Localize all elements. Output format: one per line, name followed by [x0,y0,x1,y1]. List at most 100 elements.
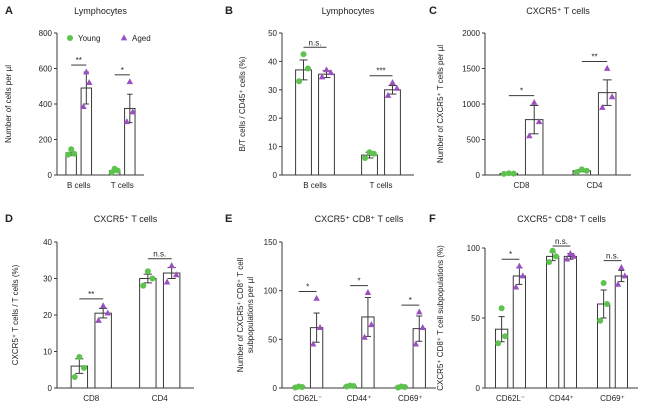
data-point-aged [416,308,423,315]
y-tick-label: 1500 [462,65,480,74]
data-point-young [80,364,87,371]
bar [546,255,560,389]
data-point-aged [364,289,372,295]
panel-letter: F [429,213,436,225]
x-tick-label: B cells [303,181,327,190]
data-point-aged [384,91,392,98]
data-point-young [546,259,553,265]
significance-label: n.s. [606,252,619,261]
data-point-young [76,353,83,360]
bar [162,272,181,389]
y-tick-label: 0 [476,384,481,393]
significance-label: * [520,87,523,96]
y-axis-label: Number of cells per µl [4,65,13,143]
data-point-aged [419,324,426,330]
y-axis-label: CXCR5⁺ CD8⁺ T cell subpopulations (%) [436,245,445,391]
chart-title: CXCR5⁺ CD8⁺ T cells [517,214,606,224]
data-point-aged [412,340,420,347]
data-point-young [68,146,75,153]
data-point-aged [516,262,523,269]
data-point-aged [563,255,571,262]
legend-aged-label: Aged [132,34,151,43]
data-point-aged [173,271,180,278]
data-point-young [500,170,507,177]
significance-label: n.s. [153,250,166,259]
x-tick-label: CD69⁺ [398,394,423,403]
panel-letter: B [225,5,233,17]
y-axis-label: CXCR5⁺ T cells / T cells (%) [11,264,20,365]
data-point-aged [327,69,335,76]
significance-label: * [121,66,124,75]
data-point-aged [603,64,611,71]
y-tick-label: 150 [264,238,278,247]
panel-c: C CXCR5⁺ T cells Number of CXCR5⁺ T cells … [429,5,631,190]
data-point-young [583,167,590,174]
data-point-aged [599,103,606,110]
significance-label: ** [591,53,597,62]
data-point-aged [526,132,533,139]
data-point-aged [168,262,175,269]
data-point-aged [389,79,396,86]
data-point-young [149,275,156,282]
data-point-young [295,383,302,390]
y-tick-label: 200 [39,136,53,145]
bar [384,89,401,176]
y-tick-label: 500 [467,136,481,145]
y-tick-label: 30 [268,86,277,95]
data-point-aged [129,108,136,115]
x-tick-label: CD62L⁻ [496,394,525,403]
chart-title: CXCR5⁺ CD8⁺ T cells [315,214,404,224]
x-tick-label: CD4 [586,181,603,190]
x-tick-label: T cells [370,181,393,190]
significance-label: * [357,277,360,286]
significance-label: * [306,282,309,291]
bar [614,275,628,389]
significance-label: ** [76,56,82,65]
data-point-aged [567,250,574,256]
data-point-young [347,382,354,389]
panel-d: D CXCR5⁺ T cells CXCR5⁺ T cells / T cells … [5,213,194,403]
panel-letter: C [429,5,437,17]
data-point-aged [519,272,527,279]
data-point-aged [104,309,112,316]
data-point-aged [512,283,520,290]
data-point-young [296,78,303,85]
data-point-aged [99,302,107,309]
y-tick-label: 2000 [462,29,480,38]
data-point-young [600,280,607,286]
x-tick-label: CD44⁺ [347,394,372,403]
data-point-aged [95,316,102,323]
data-point-young [502,333,509,340]
data-point-aged [80,103,87,110]
data-point-young [495,340,502,347]
panel-letter: A [5,5,13,17]
chart-title: CXCR5⁺ T cells [526,6,590,16]
data-point-young [300,51,307,58]
data-point-young [398,383,405,390]
legend-aged-marker [120,34,128,41]
panel-f: F CXCR5⁺ CD8⁺ T cells CXCR5⁺ CD8⁺ T cell s… [429,213,638,403]
x-tick-label: CD44⁺ [549,394,574,403]
data-point-aged [530,98,538,105]
data-point-young [304,65,311,72]
data-point-young [140,282,147,289]
y-tick-label: 10 [43,348,52,357]
data-point-aged [535,118,543,125]
data-point-aged [313,294,320,301]
data-point-young [573,169,580,176]
y-axis-label: Number of CXCR5⁺ T cells per µl [436,45,445,164]
panel-a: A Lymphocytes Number of cells per µl 0 200 40… [4,5,144,190]
data-point-aged [368,321,375,328]
y-axis-label-line: Number of CXCR5⁺ CD8⁺ T cell [236,258,245,373]
data-point-aged [86,79,93,86]
y-tick-label: 40 [43,238,52,247]
y-tick-label: 100 [264,287,278,296]
y-tick-label: 50 [268,335,277,344]
legend-young-label: Young [78,34,100,43]
data-point-aged [570,252,578,259]
data-point-aged [323,66,330,73]
data-point-aged [126,78,134,85]
y-tick-label: 0 [273,384,278,393]
significance-label: n.s. [309,38,322,47]
